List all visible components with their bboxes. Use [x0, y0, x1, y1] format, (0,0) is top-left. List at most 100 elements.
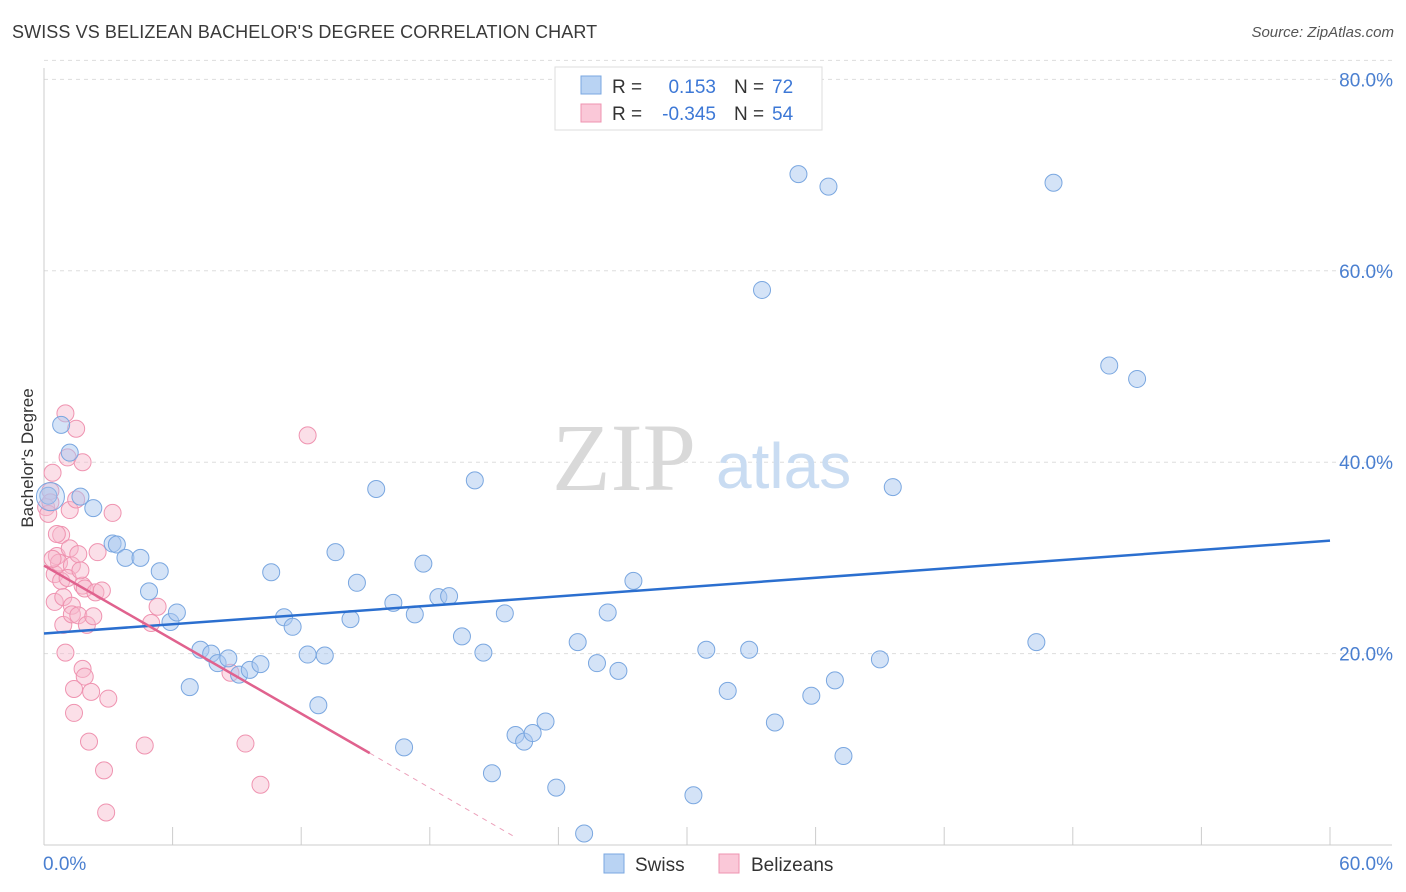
legend-swiss-n-value: 72: [772, 77, 793, 98]
belize-point: [60, 501, 79, 520]
belize-point: [298, 426, 317, 445]
swiss-point: [883, 478, 902, 497]
belize-point: [135, 736, 154, 755]
swiss-point: [819, 177, 838, 196]
watermark-zip: ZIP: [552, 404, 696, 511]
bottom-legend-swatch-swiss: [603, 853, 625, 874]
legend: R = 0.153 N = 72 R = -0.345 N = 54: [554, 66, 823, 131]
swiss-point: [523, 724, 542, 743]
belize-point: [62, 605, 81, 624]
swiss-point: [367, 479, 386, 498]
bottom-legend-belize: Belizeans: [751, 855, 833, 876]
swiss-point: [684, 786, 703, 805]
watermark-atlas: atlas: [716, 430, 851, 502]
belize-point: [75, 667, 94, 686]
axes: [43, 68, 1392, 846]
swiss-point: [140, 582, 159, 601]
swiss-point: [789, 165, 808, 184]
swiss-point: [251, 655, 270, 674]
swiss-point: [753, 280, 772, 299]
legend-swiss-n-label: N =: [734, 77, 769, 98]
swiss-point: [1027, 633, 1046, 652]
y-tick-label: 60.0%: [1339, 262, 1393, 283]
swiss-point: [107, 535, 126, 554]
grid-lines: [44, 59, 1392, 655]
swiss-point-large: [35, 482, 65, 512]
swiss-point: [482, 764, 501, 783]
y-tick-label: 80.0%: [1339, 70, 1393, 91]
swiss-point: [309, 696, 328, 715]
swiss-point: [740, 640, 759, 659]
belize-point: [65, 703, 84, 722]
belize-trend-line: [43, 564, 371, 755]
bottom-legend: Swiss Belizeans: [603, 853, 833, 876]
swiss-point: [1100, 356, 1119, 375]
bottom-legend-swiss: Swiss: [635, 855, 685, 876]
swiss-point: [262, 563, 281, 582]
belize-point: [67, 419, 86, 438]
swiss-point: [536, 712, 555, 731]
y-tick-label: 20.0%: [1339, 645, 1393, 666]
swiss-point: [298, 645, 317, 664]
swiss-point: [341, 610, 360, 629]
swiss-point: [39, 486, 58, 505]
swiss-point: [568, 633, 587, 652]
swiss-point: [587, 654, 606, 673]
belize-point: [80, 732, 99, 751]
belize-point: [71, 561, 90, 580]
swiss-point: [1044, 173, 1063, 192]
swiss-point: [624, 571, 643, 590]
belize-point: [88, 543, 107, 562]
y-tick-labels: 20.0% 40.0% 60.0% 80.0%: [1339, 70, 1393, 665]
swiss-point: [765, 713, 784, 732]
legend-belize-n-value: 54: [772, 104, 794, 125]
swiss-point: [414, 554, 433, 573]
swiss-point: [718, 681, 737, 700]
y-tick-label: 40.0%: [1339, 453, 1393, 474]
swiss-point: [395, 738, 414, 757]
belize-point: [99, 689, 118, 708]
swiss-point: [60, 443, 79, 462]
swiss-point: [84, 499, 103, 518]
belize-point: [43, 463, 62, 482]
swiss-point: [150, 562, 169, 581]
belize-point: [82, 682, 101, 701]
swiss-point: [474, 643, 493, 662]
swiss-point: [452, 627, 471, 646]
belize-point: [84, 607, 103, 626]
swiss-point: [1128, 369, 1147, 388]
chart-title: SWISS VS BELIZEAN BACHELOR'S DEGREE CORR…: [12, 22, 598, 42]
legend-swatch-swiss: [580, 75, 602, 95]
legend-belize-r-value: -0.345: [662, 104, 716, 125]
belize-point: [56, 643, 75, 662]
swiss-point: [598, 603, 617, 622]
swiss-point: [347, 573, 366, 592]
swiss-point: [547, 778, 566, 797]
x-tick-label: 60.0%: [1339, 854, 1393, 875]
swiss-series: [35, 165, 1147, 843]
belize-point: [73, 453, 92, 472]
swiss-point: [180, 678, 199, 697]
swiss-point: [697, 640, 716, 659]
swiss-point: [167, 603, 186, 622]
legend-belize-r-label: R =: [612, 104, 647, 125]
swiss-point: [834, 746, 853, 765]
belize-point: [236, 734, 255, 753]
x-tick-labels: 0.0% 60.0%: [43, 854, 1393, 875]
belize-point: [95, 761, 114, 780]
swiss-point: [465, 471, 484, 490]
belize-trend-extension: [369, 752, 516, 838]
belize-point: [103, 503, 122, 522]
belize-point: [148, 597, 167, 616]
x-tick-label: 0.0%: [43, 854, 86, 875]
swiss-trend-line: [43, 539, 1331, 635]
swiss-point: [131, 548, 150, 567]
swiss-point: [825, 671, 844, 690]
swiss-point: [609, 661, 628, 680]
swiss-point: [219, 649, 238, 668]
legend-swiss-r-value: 0.153: [668, 77, 716, 98]
belize-point: [47, 524, 66, 543]
y-axis-label: Bachelor's Degree: [18, 388, 37, 527]
belize-point: [65, 680, 84, 699]
